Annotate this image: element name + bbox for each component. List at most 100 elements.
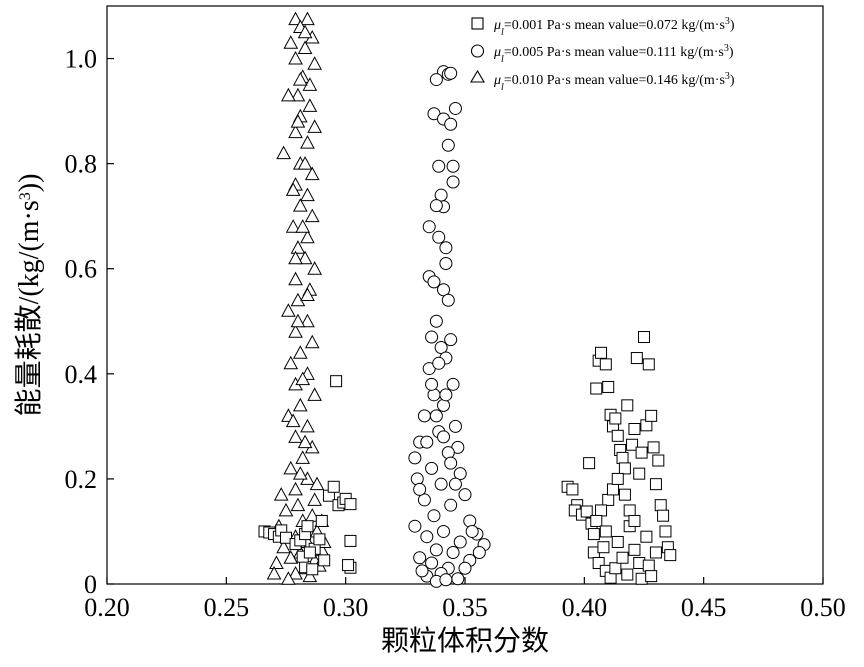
data-point-square bbox=[633, 467, 646, 480]
data-point-triangle bbox=[273, 487, 289, 501]
data-point-square bbox=[628, 422, 641, 435]
data-point-triangle bbox=[281, 571, 296, 585]
data-point-square bbox=[595, 346, 608, 359]
data-point-triangle bbox=[304, 166, 320, 181]
data-point-triangle bbox=[300, 313, 315, 328]
data-point-triangle bbox=[288, 429, 303, 443]
data-point-circle bbox=[415, 564, 429, 578]
data-point-square bbox=[606, 483, 619, 496]
data-point-square bbox=[315, 514, 328, 527]
data-point-square bbox=[664, 549, 677, 562]
data-point-square bbox=[313, 533, 326, 546]
data-point-square bbox=[303, 546, 316, 559]
data-point-square bbox=[590, 382, 603, 395]
data-point-triangle bbox=[290, 240, 306, 254]
data-point-square bbox=[638, 331, 650, 344]
legend-end-1: ) bbox=[729, 45, 734, 60]
x-axis: 0.20 0.25 0.30 0.35 0.40 0.45 0.50 bbox=[84, 577, 846, 622]
data-point-triangle bbox=[281, 87, 296, 102]
legend-entry-0: μl=0.001 Pa·s mean value=0.072 kg/(m·s3) bbox=[471, 16, 735, 38]
data-point-circle bbox=[432, 159, 446, 173]
svg-text:能量耗散/(kg/(m·s3)): 能量耗散/(kg/(m·s3)) bbox=[13, 174, 45, 417]
svg-text:μl=0.001 Pa·s mean value=0.07: μl=0.001 Pa·s mean value=0.072 kg/(m·s3) bbox=[493, 16, 735, 38]
data-point-triangle bbox=[292, 72, 308, 86]
data-point-triangle bbox=[288, 50, 303, 65]
data-point-circle bbox=[429, 314, 443, 328]
data-point-circle bbox=[444, 333, 458, 347]
legend: μl=0.001 Pa·s mean value=0.072 kg/(m·s3)… bbox=[470, 16, 735, 93]
data-point-circle bbox=[437, 524, 451, 538]
legend-entry-1: μl=0.005 Pa·s mean value=0.111 kg/(m·s3) bbox=[470, 43, 734, 65]
data-point-triangle bbox=[285, 413, 301, 428]
data-point-triangle bbox=[290, 313, 306, 328]
data-point-circle bbox=[446, 175, 460, 189]
data-point-square bbox=[621, 568, 634, 581]
data-point-circle bbox=[453, 467, 467, 481]
data-point-circle bbox=[441, 138, 455, 152]
data-point-circle bbox=[441, 293, 455, 307]
data-point-square bbox=[590, 514, 603, 527]
x-tick-label: 0.30 bbox=[323, 593, 369, 622]
data-point-triangle bbox=[285, 182, 301, 196]
data-point-square bbox=[280, 531, 292, 544]
y-tick-label: 1.0 bbox=[65, 45, 98, 74]
data-point-square bbox=[645, 570, 658, 583]
data-point-circle bbox=[472, 545, 486, 559]
data-point-circle bbox=[427, 275, 441, 289]
data-point-triangle bbox=[300, 287, 315, 301]
data-point-triangle bbox=[288, 481, 303, 496]
data-point-triangle bbox=[307, 119, 322, 133]
data-point-square bbox=[609, 412, 622, 425]
data-point-triangle bbox=[300, 11, 315, 26]
data-point-square bbox=[657, 509, 670, 522]
data-point-circle bbox=[413, 551, 427, 565]
data-point-circle bbox=[448, 101, 462, 115]
data-point-triangle bbox=[304, 208, 320, 223]
legend-circle-marker bbox=[470, 44, 485, 58]
data-point-triangle bbox=[276, 145, 291, 160]
data-point-triangle bbox=[266, 565, 282, 580]
data-point-circle bbox=[429, 543, 443, 557]
data-point-square bbox=[628, 514, 641, 527]
x-tick-label: 0.35 bbox=[442, 593, 488, 622]
data-point-circle bbox=[410, 472, 424, 486]
data-point-circle bbox=[427, 388, 441, 402]
data-point-square bbox=[628, 543, 641, 556]
data-point-circle bbox=[444, 498, 458, 512]
data-point-triangle bbox=[309, 476, 325, 491]
data-point-circle bbox=[408, 519, 422, 533]
data-point-circle bbox=[439, 388, 453, 402]
data-point-triangle bbox=[288, 11, 303, 26]
data-point-square bbox=[342, 559, 355, 572]
data-point-square bbox=[602, 380, 615, 393]
data-point-circle bbox=[437, 430, 451, 444]
data-point-triangle bbox=[283, 355, 299, 370]
legend-eq-0: =0.001 Pa·s mean value=0.072 kg/(m·s bbox=[504, 18, 725, 33]
data-point-circle bbox=[434, 477, 448, 491]
data-point-square bbox=[616, 451, 629, 464]
data-point-square bbox=[592, 556, 605, 569]
data-point-triangle bbox=[288, 565, 303, 580]
data-point-triangle bbox=[297, 40, 313, 55]
data-point-square bbox=[642, 358, 655, 371]
data-point-circle bbox=[429, 409, 443, 423]
data-point-circle bbox=[451, 572, 465, 586]
data-point-square bbox=[659, 525, 672, 538]
data-point-circle bbox=[417, 409, 431, 423]
data-point-triangle bbox=[269, 555, 284, 569]
data-point-triangle bbox=[300, 418, 315, 433]
data-point-square bbox=[611, 472, 624, 485]
data-point-square bbox=[327, 480, 340, 493]
data-point-square bbox=[344, 534, 357, 547]
data-point-circle bbox=[439, 573, 453, 587]
data-point-circle bbox=[446, 377, 460, 391]
data-point-square bbox=[597, 541, 610, 554]
data-point-triangle bbox=[302, 568, 318, 583]
y-tick-label: 0.6 bbox=[65, 255, 98, 284]
data-point-triangle bbox=[278, 502, 294, 517]
data-point-square bbox=[640, 530, 653, 543]
data-point-square bbox=[630, 352, 643, 365]
data-point-circle bbox=[429, 199, 443, 213]
data-point-triangle bbox=[300, 135, 315, 149]
data-point-square bbox=[583, 457, 596, 470]
